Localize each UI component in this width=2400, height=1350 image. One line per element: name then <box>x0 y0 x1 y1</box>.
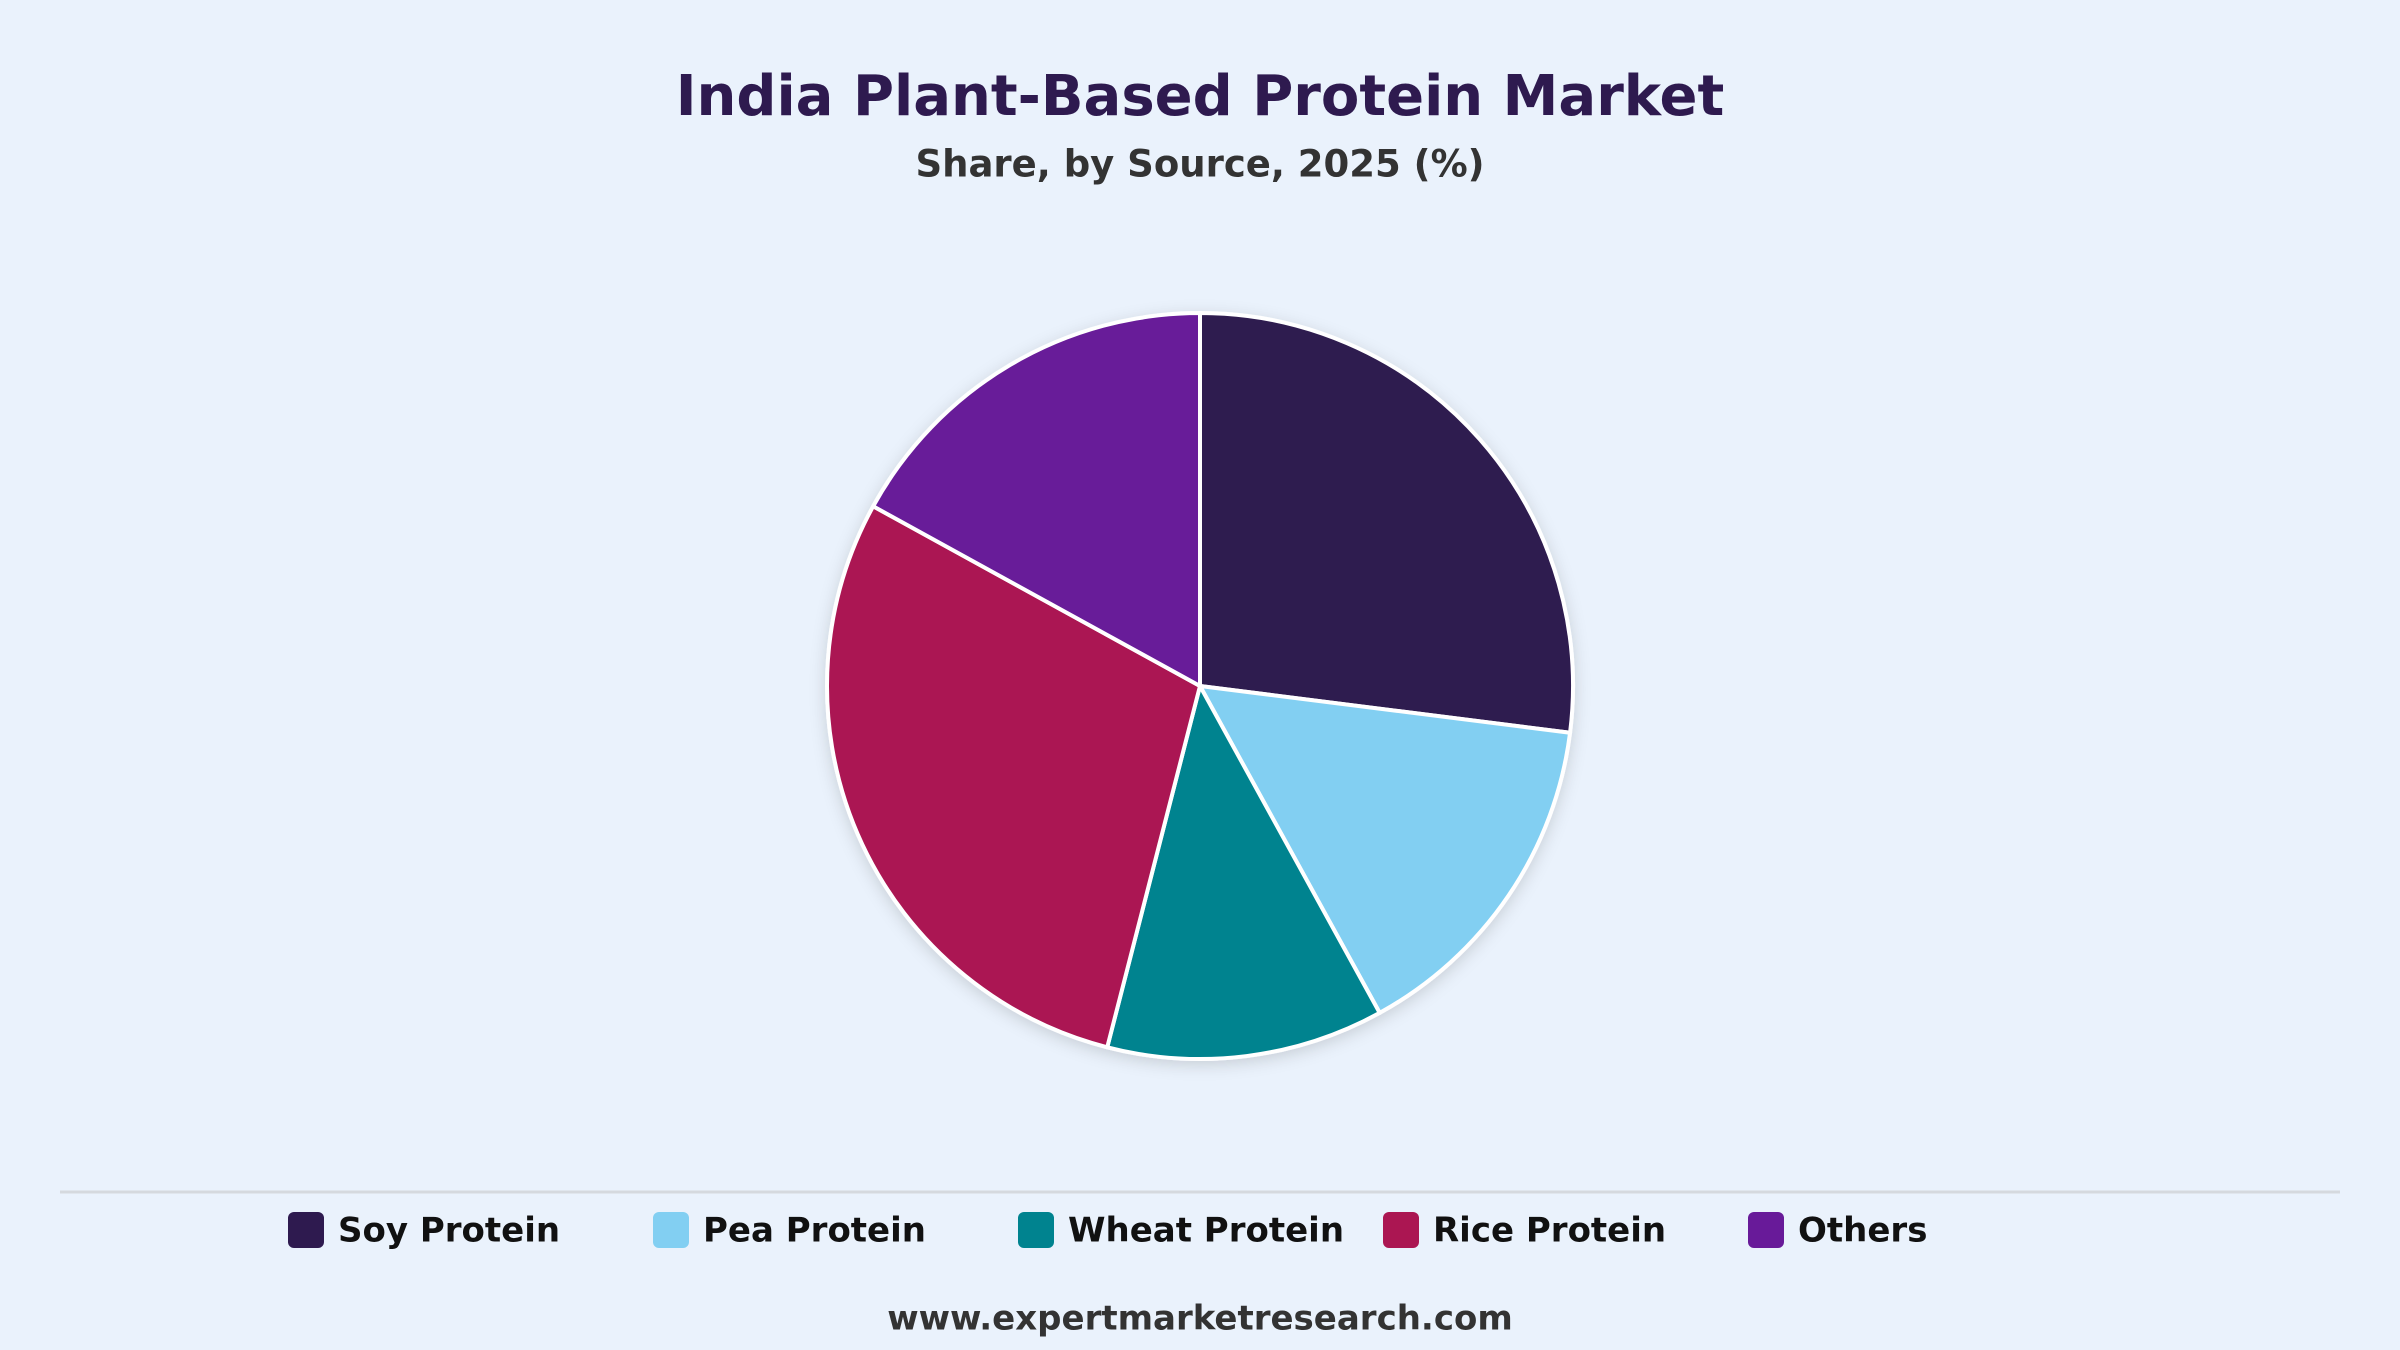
pie-slice <box>1105 684 1382 1061</box>
pie-slice <box>1198 684 1573 1015</box>
legend-label: Wheat Protein <box>1068 1211 1344 1251</box>
chart-subtitle: Share, by Source, 2025 (%) <box>915 143 1484 186</box>
legend-label: Rice Protein <box>1433 1211 1666 1251</box>
legend-swatch <box>1383 1212 1419 1248</box>
pie <box>825 311 1576 1061</box>
legend-label: Soy Protein <box>338 1211 560 1251</box>
pie-slice <box>871 311 1202 688</box>
legend-swatch <box>288 1212 324 1248</box>
chart-title: India Plant-Based Protein Market <box>676 64 1725 129</box>
legend-swatch <box>653 1212 689 1248</box>
pie-slice <box>825 504 1202 1050</box>
legend-swatch <box>1018 1212 1054 1248</box>
legend-swatch <box>1748 1212 1784 1248</box>
legend: Soy Protein Pea Protein Wheat Protein Rice … <box>288 1211 1927 1251</box>
pie-slice <box>1198 311 1576 735</box>
legend-label: Others <box>1798 1211 1927 1251</box>
legend-label: Pea Protein <box>703 1211 926 1251</box>
source: www.expertmarketresearch.com <box>887 1299 1513 1339</box>
